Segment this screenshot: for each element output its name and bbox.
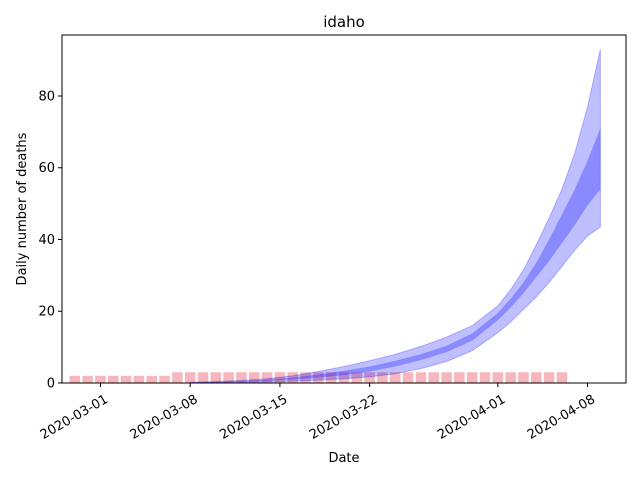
x-tick-label: 2020-04-01 (435, 392, 508, 443)
bar (69, 375, 81, 383)
bar (505, 372, 516, 383)
bar (261, 372, 273, 383)
bar (492, 372, 504, 383)
bar (300, 372, 311, 383)
y-tick-label: 20 (38, 305, 55, 320)
x-tick-label: 2020-03-22 (307, 392, 380, 443)
x-tick-label: 2020-04-08 (525, 392, 598, 443)
bar (377, 372, 388, 383)
bar (479, 372, 491, 383)
x-tick-label: 2020-03-08 (128, 392, 201, 443)
x-axis-label: Date (328, 451, 359, 466)
bar (82, 375, 93, 383)
bar (402, 372, 414, 383)
bar (95, 375, 106, 383)
bar (543, 372, 555, 383)
bar (556, 372, 568, 383)
bar (325, 372, 337, 383)
bar (197, 372, 209, 383)
bar (351, 372, 363, 383)
bar (146, 375, 157, 383)
bar (133, 375, 145, 383)
bars-layer (69, 372, 568, 383)
y-axis: 0 20 40 60 80 (38, 89, 62, 392)
bar (313, 372, 324, 383)
y-tick-label: 0 (47, 377, 55, 392)
bar (338, 372, 350, 383)
bar (441, 372, 452, 383)
bar (415, 372, 427, 383)
bar (159, 375, 170, 383)
bar (287, 372, 298, 383)
bar (249, 372, 260, 383)
bands-layer (189, 49, 601, 384)
bar (274, 372, 286, 383)
bar (466, 372, 478, 383)
bar (223, 372, 234, 383)
y-axis-label: Daily number of deaths (15, 132, 30, 285)
bar (172, 372, 183, 383)
y-tick-label: 60 (38, 161, 55, 176)
bar (184, 372, 196, 383)
y-tick-label: 80 (38, 89, 55, 104)
y-tick-label: 40 (38, 233, 55, 248)
bar (236, 372, 247, 383)
band-50 (190, 128, 601, 383)
x-axis: 2020-03-01 2020-03-08 2020-03-15 2020-03-22… (38, 383, 598, 443)
bar (120, 375, 132, 383)
x-tick-label: 2020-03-15 (217, 392, 290, 443)
bar (210, 372, 222, 383)
bar (108, 375, 119, 383)
bar (390, 372, 401, 383)
bar (531, 372, 542, 383)
plot-frame (61, 34, 627, 384)
bar (454, 372, 465, 383)
bar (518, 372, 529, 383)
bar (364, 372, 375, 383)
chart-title: idaho (323, 13, 365, 31)
bar (428, 372, 439, 383)
band-95 (189, 49, 601, 384)
x-tick-label: 2020-03-01 (38, 392, 111, 443)
